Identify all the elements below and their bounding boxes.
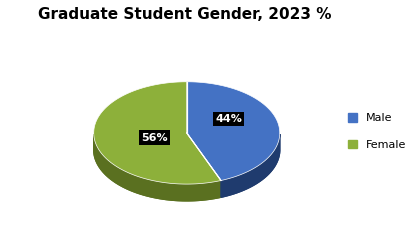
Polygon shape [221, 134, 280, 197]
Polygon shape [187, 82, 280, 180]
Text: 56%: 56% [141, 133, 168, 143]
Text: 44%: 44% [215, 114, 242, 124]
Text: Graduate Student Gender, 2023 %: Graduate Student Gender, 2023 % [38, 7, 331, 22]
Polygon shape [94, 82, 221, 184]
Polygon shape [94, 134, 221, 201]
Legend: Male, Female: Male, Female [343, 109, 410, 155]
Polygon shape [221, 134, 280, 197]
Polygon shape [94, 135, 221, 201]
